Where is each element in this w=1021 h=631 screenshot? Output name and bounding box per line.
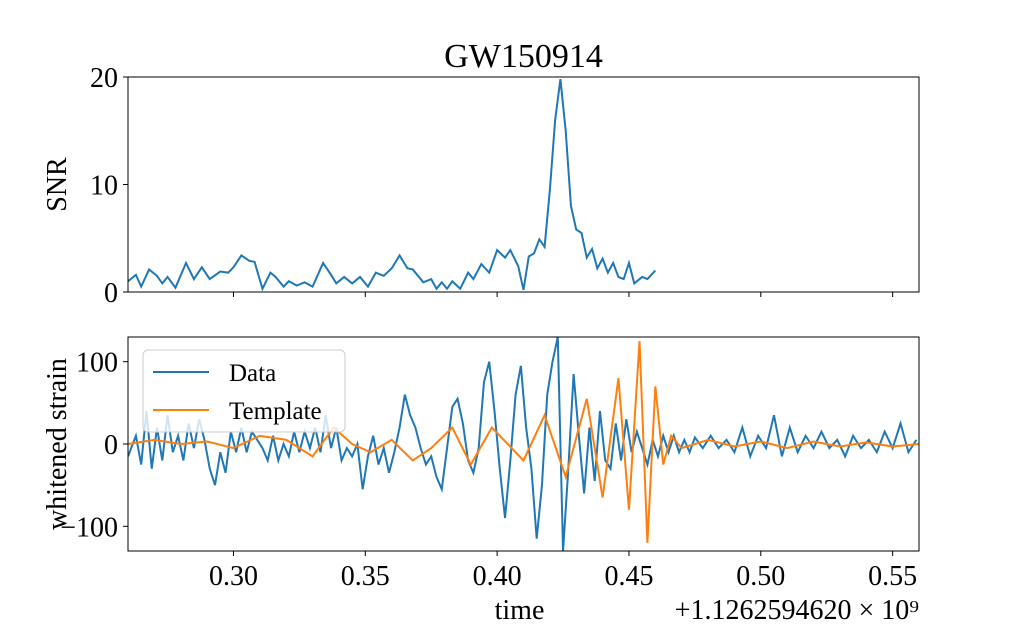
y-tick-label: 100 xyxy=(76,348,118,379)
data-line xyxy=(128,337,918,551)
chart-title: GW150914 xyxy=(444,38,603,75)
data-line xyxy=(128,341,919,543)
y-tick-label: 0 xyxy=(104,430,118,461)
x-offset-text: +1.1262594620 × 10⁹ xyxy=(675,595,919,626)
x-tick-label: 0.35 xyxy=(341,561,390,592)
x-tick-label: 0.50 xyxy=(736,561,785,592)
y-tick-label: 10 xyxy=(90,171,118,202)
y-tick-label: 20 xyxy=(90,63,118,94)
x-tick-label: 0.55 xyxy=(868,561,917,592)
legend-label: Template xyxy=(229,398,322,425)
legend-label: Data xyxy=(229,360,276,387)
data-line xyxy=(128,79,657,292)
x-tick-label: 0.45 xyxy=(604,561,653,592)
y-tick-label: 0 xyxy=(104,278,118,309)
legend-box xyxy=(142,349,346,433)
x-tick-label: 0.40 xyxy=(473,561,522,592)
y-axis-label: whitened strain xyxy=(42,358,73,530)
y-tick-label: −100 xyxy=(60,512,118,543)
y-axis-label: SNR xyxy=(42,157,73,212)
x-axis-label: time xyxy=(495,595,545,626)
x-tick-label: 0.30 xyxy=(209,561,258,592)
